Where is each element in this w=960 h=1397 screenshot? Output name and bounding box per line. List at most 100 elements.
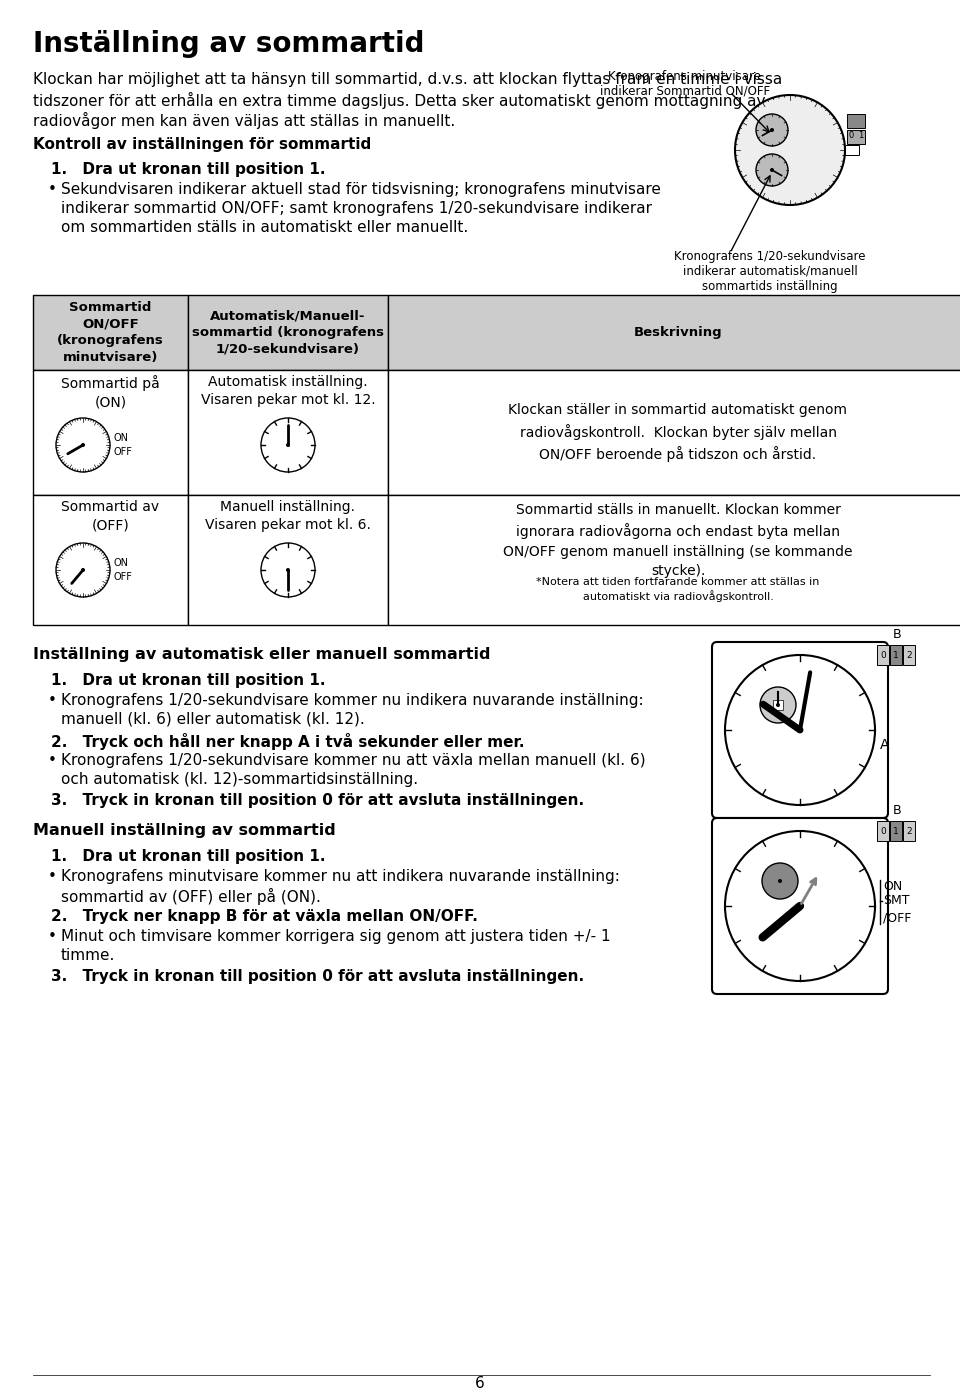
Text: Sommartid på
(ON): Sommartid på (ON): [61, 374, 160, 409]
Circle shape: [56, 418, 110, 472]
Text: OFF: OFF: [113, 447, 132, 457]
Circle shape: [81, 569, 85, 571]
Text: ON: ON: [113, 557, 128, 569]
Text: •: •: [48, 693, 57, 708]
Text: 2. Tryck ner knapp B för at växla mellan ON/OFF.: 2. Tryck ner knapp B för at växla mellan…: [51, 909, 478, 923]
Text: ON: ON: [113, 433, 128, 443]
Text: •: •: [48, 753, 57, 768]
Bar: [773, 700, 783, 710]
FancyBboxPatch shape: [712, 819, 888, 995]
Circle shape: [797, 726, 803, 733]
Text: 1: 1: [893, 651, 899, 659]
Bar: [33, 370, 188, 495]
Text: •: •: [48, 869, 57, 884]
Circle shape: [261, 543, 315, 597]
Text: 1. Dra ut kronan till position 1.: 1. Dra ut kronan till position 1.: [51, 673, 325, 687]
Text: 3. Tryck in kronan till position 0 för att avsluta inställningen.: 3. Tryck in kronan till position 0 för a…: [51, 970, 584, 983]
Text: Inställning av automatisk eller manuell sommartid: Inställning av automatisk eller manuell …: [33, 647, 491, 662]
Bar: [903, 645, 915, 665]
Text: indikerar sommartid ON/OFF; samt kronografens 1/20-sekundvisare indikerar: indikerar sommartid ON/OFF; samt kronogr…: [61, 201, 652, 217]
Circle shape: [756, 115, 788, 147]
Bar: [188, 495, 388, 624]
Text: Kronografens minutvisare
indikerar Sommartid ON/OFF: Kronografens minutvisare indikerar Somma…: [600, 70, 770, 98]
Text: Kontroll av inställningen för sommartid: Kontroll av inställningen för sommartid: [33, 137, 372, 152]
Text: 1. Dra ut kronan till position 1.: 1. Dra ut kronan till position 1.: [51, 162, 325, 177]
Text: Inställning av sommartid: Inställning av sommartid: [33, 29, 424, 59]
Circle shape: [760, 687, 796, 724]
Text: OFF: OFF: [113, 571, 132, 583]
Circle shape: [725, 831, 875, 981]
Text: ON: ON: [883, 880, 902, 893]
Text: 0: 0: [880, 651, 886, 659]
Text: 6: 6: [475, 1376, 485, 1390]
Circle shape: [770, 168, 774, 172]
Text: Kronografens 1/20-sekundvisare kommer nu att växla mellan manuell (kl. 6): Kronografens 1/20-sekundvisare kommer nu…: [61, 753, 646, 768]
Text: Klockan ställer in sommartid automatiskt genom
radiovågskontroll.  Klockan byter: Klockan ställer in sommartid automatiskt…: [509, 404, 848, 462]
Text: A: A: [880, 738, 890, 752]
Text: 0: 0: [880, 827, 886, 835]
Bar: [890, 645, 902, 665]
Text: Klockan har möjlighet att ta hänsyn till sommartid, d.v.s. att klockan flyttas f: Klockan har möjlighet att ta hänsyn till…: [33, 73, 782, 87]
Text: om sommartiden ställs in automatiskt eller manuellt.: om sommartiden ställs in automatiskt ell…: [61, 219, 468, 235]
Text: SMT: SMT: [883, 894, 909, 908]
Text: 2: 2: [906, 827, 912, 835]
Circle shape: [770, 129, 774, 131]
Text: •: •: [48, 929, 57, 944]
Text: 0: 0: [849, 131, 853, 141]
Text: och automatisk (kl. 12)-sommartidsinställning.: och automatisk (kl. 12)-sommartidsinstäl…: [61, 773, 419, 787]
Text: Manuell inställning.
Visaren pekar mot kl. 6.: Manuell inställning. Visaren pekar mot k…: [205, 500, 371, 532]
Text: tidszoner för att erhålla en extra timme dagsljus. Detta sker automatiskt genom : tidszoner för att erhålla en extra timme…: [33, 92, 765, 109]
Text: B: B: [893, 629, 901, 641]
Text: 1: 1: [893, 827, 899, 835]
Text: •: •: [48, 182, 57, 197]
Text: Beskrivning: Beskrivning: [634, 326, 722, 339]
Bar: [845, 145, 859, 155]
Bar: [903, 821, 915, 841]
Text: Minut och timvisare kommer korrigera sig genom att justera tiden +/- 1: Minut och timvisare kommer korrigera sig…: [61, 929, 611, 944]
Bar: [388, 295, 960, 370]
Circle shape: [756, 154, 788, 186]
Bar: [33, 295, 188, 370]
Text: Kronografens 1/20-sekundvisare
indikerar automatisk/manuell
sommartids inställni: Kronografens 1/20-sekundvisare indikerar…: [674, 250, 866, 293]
Circle shape: [286, 443, 290, 447]
Text: Kronografens 1/20-sekundvisare kommer nu indikera nuvarande inställning:: Kronografens 1/20-sekundvisare kommer nu…: [61, 693, 643, 708]
Circle shape: [261, 418, 315, 472]
Text: Automatisk/Manuell-
sommartid (kronografens
1/20-sekundvisare): Automatisk/Manuell- sommartid (kronograf…: [192, 310, 384, 355]
Circle shape: [286, 569, 290, 571]
Bar: [847, 130, 865, 144]
Text: radiovågor men kan även väljas att ställas in manuellt.: radiovågor men kan även väljas att ställ…: [33, 112, 455, 129]
Text: 1. Dra ut kronan till position 1.: 1. Dra ut kronan till position 1.: [51, 849, 325, 863]
Text: timme.: timme.: [61, 949, 115, 963]
Text: Sommartid av
(OFF): Sommartid av (OFF): [61, 500, 159, 532]
Bar: [388, 495, 960, 624]
Text: manuell (kl. 6) eller automatisk (kl. 12).: manuell (kl. 6) eller automatisk (kl. 12…: [61, 712, 365, 726]
Text: Sekundvisaren indikerar aktuell stad för tidsvisning; kronografens minutvisare: Sekundvisaren indikerar aktuell stad för…: [61, 182, 660, 197]
Text: Manuell inställning av sommartid: Manuell inställning av sommartid: [33, 823, 336, 838]
Text: /OFF: /OFF: [883, 911, 911, 925]
Text: sommartid av (OFF) eller på (ON).: sommartid av (OFF) eller på (ON).: [61, 888, 321, 905]
Text: *Notera att tiden fortfarande kommer att ställas in
automatiskt via radiovågskon: *Notera att tiden fortfarande kommer att…: [537, 577, 820, 602]
Circle shape: [762, 863, 798, 900]
Bar: [877, 645, 889, 665]
Circle shape: [735, 95, 845, 205]
Circle shape: [56, 543, 110, 597]
Bar: [188, 370, 388, 495]
Bar: [877, 821, 889, 841]
Text: 1: 1: [858, 131, 864, 141]
Circle shape: [778, 879, 782, 883]
Circle shape: [797, 902, 803, 909]
Text: 2: 2: [906, 651, 912, 659]
Text: 3. Tryck in kronan till position 0 för att avsluta inställningen.: 3. Tryck in kronan till position 0 för a…: [51, 793, 584, 807]
Text: Automatisk inställning.
Visaren pekar mot kl. 12.: Automatisk inställning. Visaren pekar mo…: [201, 374, 375, 408]
Circle shape: [776, 703, 780, 707]
Text: B: B: [893, 805, 901, 817]
Bar: [188, 295, 388, 370]
Text: 2. Tryck och håll ner knapp A i två sekunder eller mer.: 2. Tryck och håll ner knapp A i två seku…: [51, 733, 524, 750]
Text: Sommartid ställs in manuellt. Klockan kommer
ignorara radiovågorna och endast by: Sommartid ställs in manuellt. Klockan ko…: [503, 503, 852, 578]
FancyBboxPatch shape: [712, 643, 888, 819]
Circle shape: [81, 443, 85, 447]
Text: Kronografens minutvisare kommer nu att indikera nuvarande inställning:: Kronografens minutvisare kommer nu att i…: [61, 869, 620, 884]
Bar: [890, 821, 902, 841]
Bar: [33, 495, 188, 624]
Text: Sommartid
ON/OFF
(kronografens
minutvisare): Sommartid ON/OFF (kronografens minutvisa…: [58, 302, 164, 363]
